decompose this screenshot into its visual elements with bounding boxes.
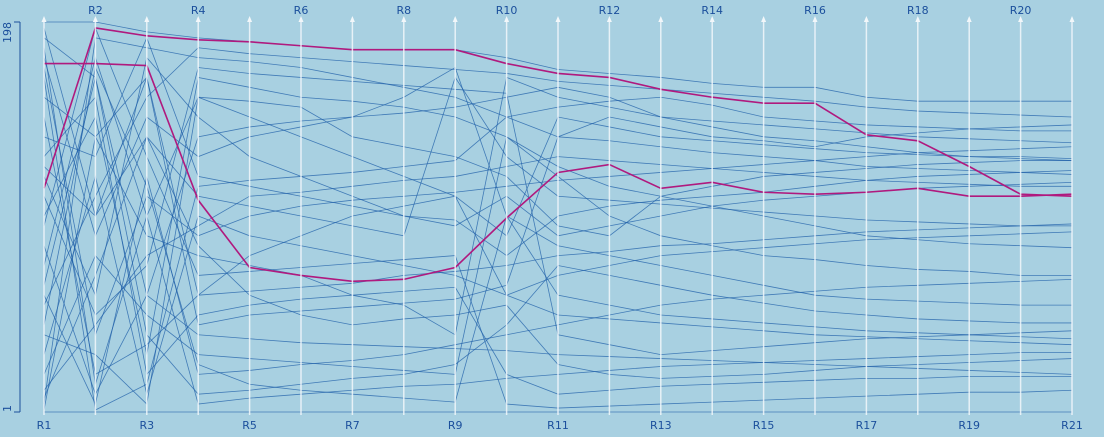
axis-label: R12	[599, 4, 621, 17]
axis-arrow	[452, 16, 458, 22]
axis-arrow	[41, 16, 47, 22]
axis-label: R3	[139, 419, 154, 432]
axis-arrow	[966, 16, 972, 22]
axis-arrow	[761, 16, 767, 22]
axis-arrow	[1018, 16, 1024, 22]
axis-label: R9	[448, 419, 463, 432]
axis-arrow	[92, 16, 98, 22]
axis-label: R17	[856, 419, 878, 432]
axis-label: R15	[753, 419, 775, 432]
axis-label: R4	[191, 4, 206, 17]
axis-arrow	[915, 16, 921, 22]
axis-arrow	[144, 16, 150, 22]
axis-label: R6	[294, 4, 309, 17]
axis-arrow	[247, 16, 253, 22]
axis-label: R1	[37, 419, 52, 432]
axis-arrow	[555, 16, 561, 22]
y-tick-label: 1	[1, 405, 14, 412]
axis-label: R7	[345, 419, 360, 432]
axis-arrow	[812, 16, 818, 22]
axis-label: R21	[1061, 419, 1083, 432]
axis-label: R5	[242, 419, 257, 432]
axis-arrow	[863, 16, 869, 22]
y-tick-label: 198	[1, 22, 14, 43]
axis-arrow	[1069, 16, 1075, 22]
axis-arrow	[658, 16, 664, 22]
axis-arrow	[401, 16, 407, 22]
axis-label: R13	[650, 419, 672, 432]
axis-label: R11	[547, 419, 569, 432]
axis-label: R8	[396, 4, 411, 17]
axis-label: R2	[88, 4, 103, 17]
axis-arrow	[606, 16, 612, 22]
axis-label: R14	[701, 4, 723, 17]
axis-label: R19	[958, 419, 980, 432]
axis-arrow	[709, 16, 715, 22]
axis-arrow	[298, 16, 304, 22]
axis-label: R18	[907, 4, 929, 17]
axis-label: R10	[496, 4, 518, 17]
axis-arrow	[195, 16, 201, 22]
axis-arrow	[504, 16, 510, 22]
axis-arrow	[349, 16, 355, 22]
axis-label: R20	[1010, 4, 1032, 17]
axis-label: R16	[804, 4, 826, 17]
